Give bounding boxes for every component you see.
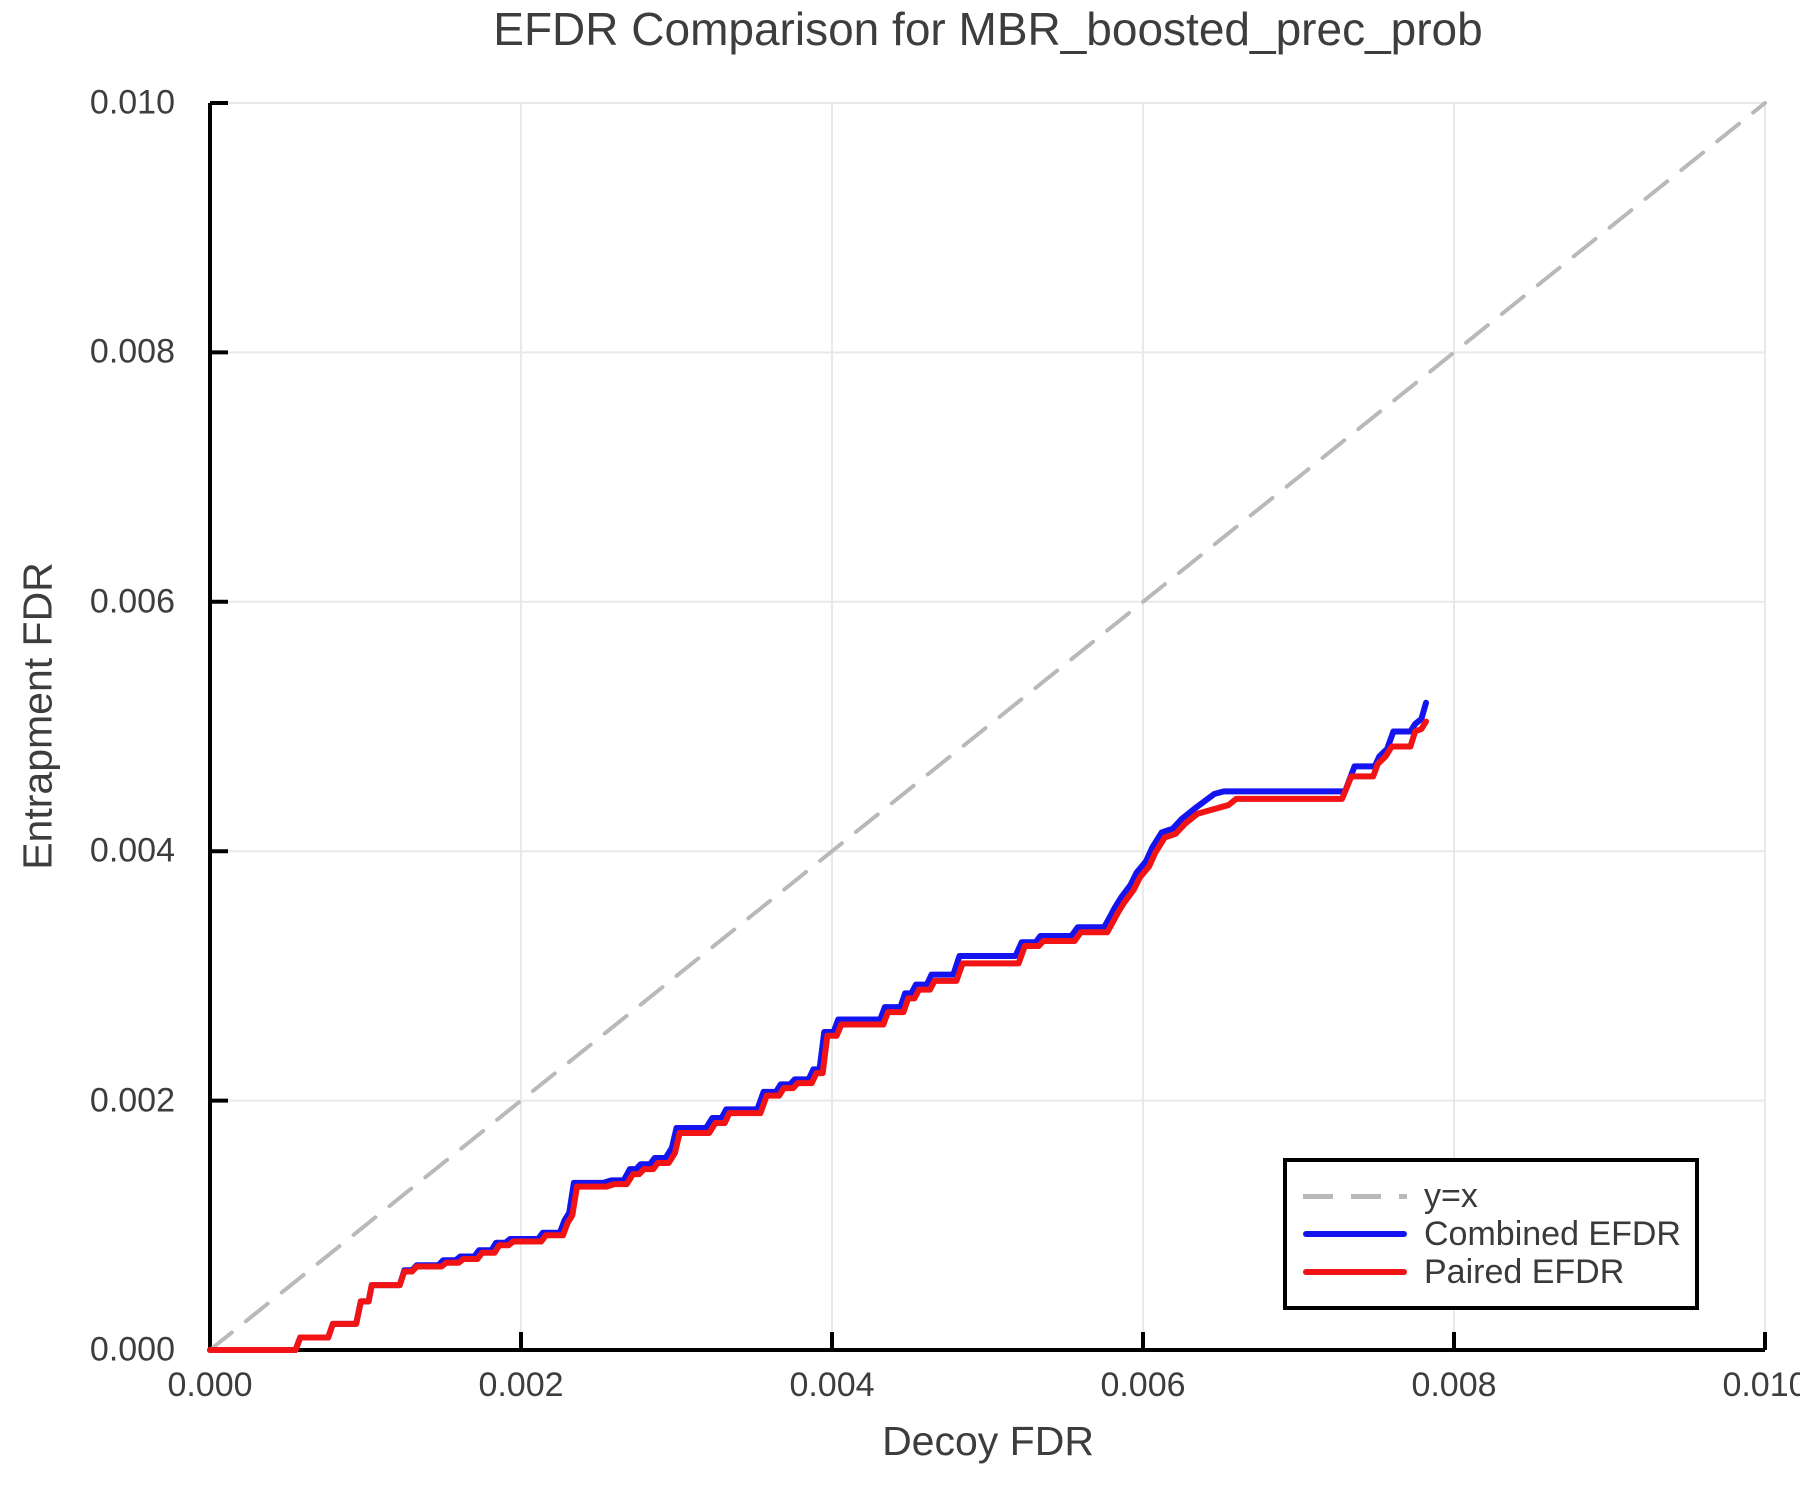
- dashed-line-swatch: [1303, 1193, 1407, 1199]
- y-tick-label: 0.000: [89, 1330, 175, 1369]
- legend: y=x Combined EFDR Paired EFDR: [1283, 1158, 1699, 1310]
- chart-title: EFDR Comparison for MBR_boosted_prec_pro…: [493, 3, 1483, 55]
- y-tick-label: 0.008: [89, 332, 175, 371]
- x-tick-label: 0.010: [1722, 1366, 1800, 1404]
- blue-line-swatch: [1303, 1231, 1407, 1237]
- legend-entry-paired: Paired EFDR: [1303, 1253, 1695, 1291]
- y-axis-label: Entrapment FDR: [14, 562, 61, 870]
- legend-label-yx: y=x: [1424, 1177, 1478, 1215]
- red-line-swatch: [1303, 1269, 1407, 1275]
- x-tick-label: 0.000: [167, 1366, 253, 1404]
- legend-entry-yx: y=x: [1303, 1177, 1695, 1215]
- x-tick-label: 0.008: [1411, 1366, 1497, 1404]
- y-tick-label: 0.006: [89, 582, 175, 621]
- x-tick-label: 0.004: [789, 1366, 875, 1404]
- x-tick-label: 0.002: [478, 1366, 564, 1404]
- legend-entry-combined: Combined EFDR: [1303, 1215, 1695, 1253]
- legend-label-combined: Combined EFDR: [1424, 1215, 1681, 1253]
- series-y-x: [208, 101, 1767, 1352]
- series-paired-efdr: [207, 718, 1430, 1353]
- series-combined-efdr: [207, 699, 1430, 1353]
- x-axis-label: Decoy FDR: [882, 1418, 1094, 1464]
- legend-label-paired: Paired EFDR: [1424, 1253, 1625, 1291]
- x-tick-label: 0.006: [1100, 1366, 1186, 1404]
- y-tick-label: 0.002: [89, 1081, 175, 1120]
- y-tick-label: 0.010: [89, 83, 175, 122]
- y-tick-label: 0.004: [89, 831, 175, 870]
